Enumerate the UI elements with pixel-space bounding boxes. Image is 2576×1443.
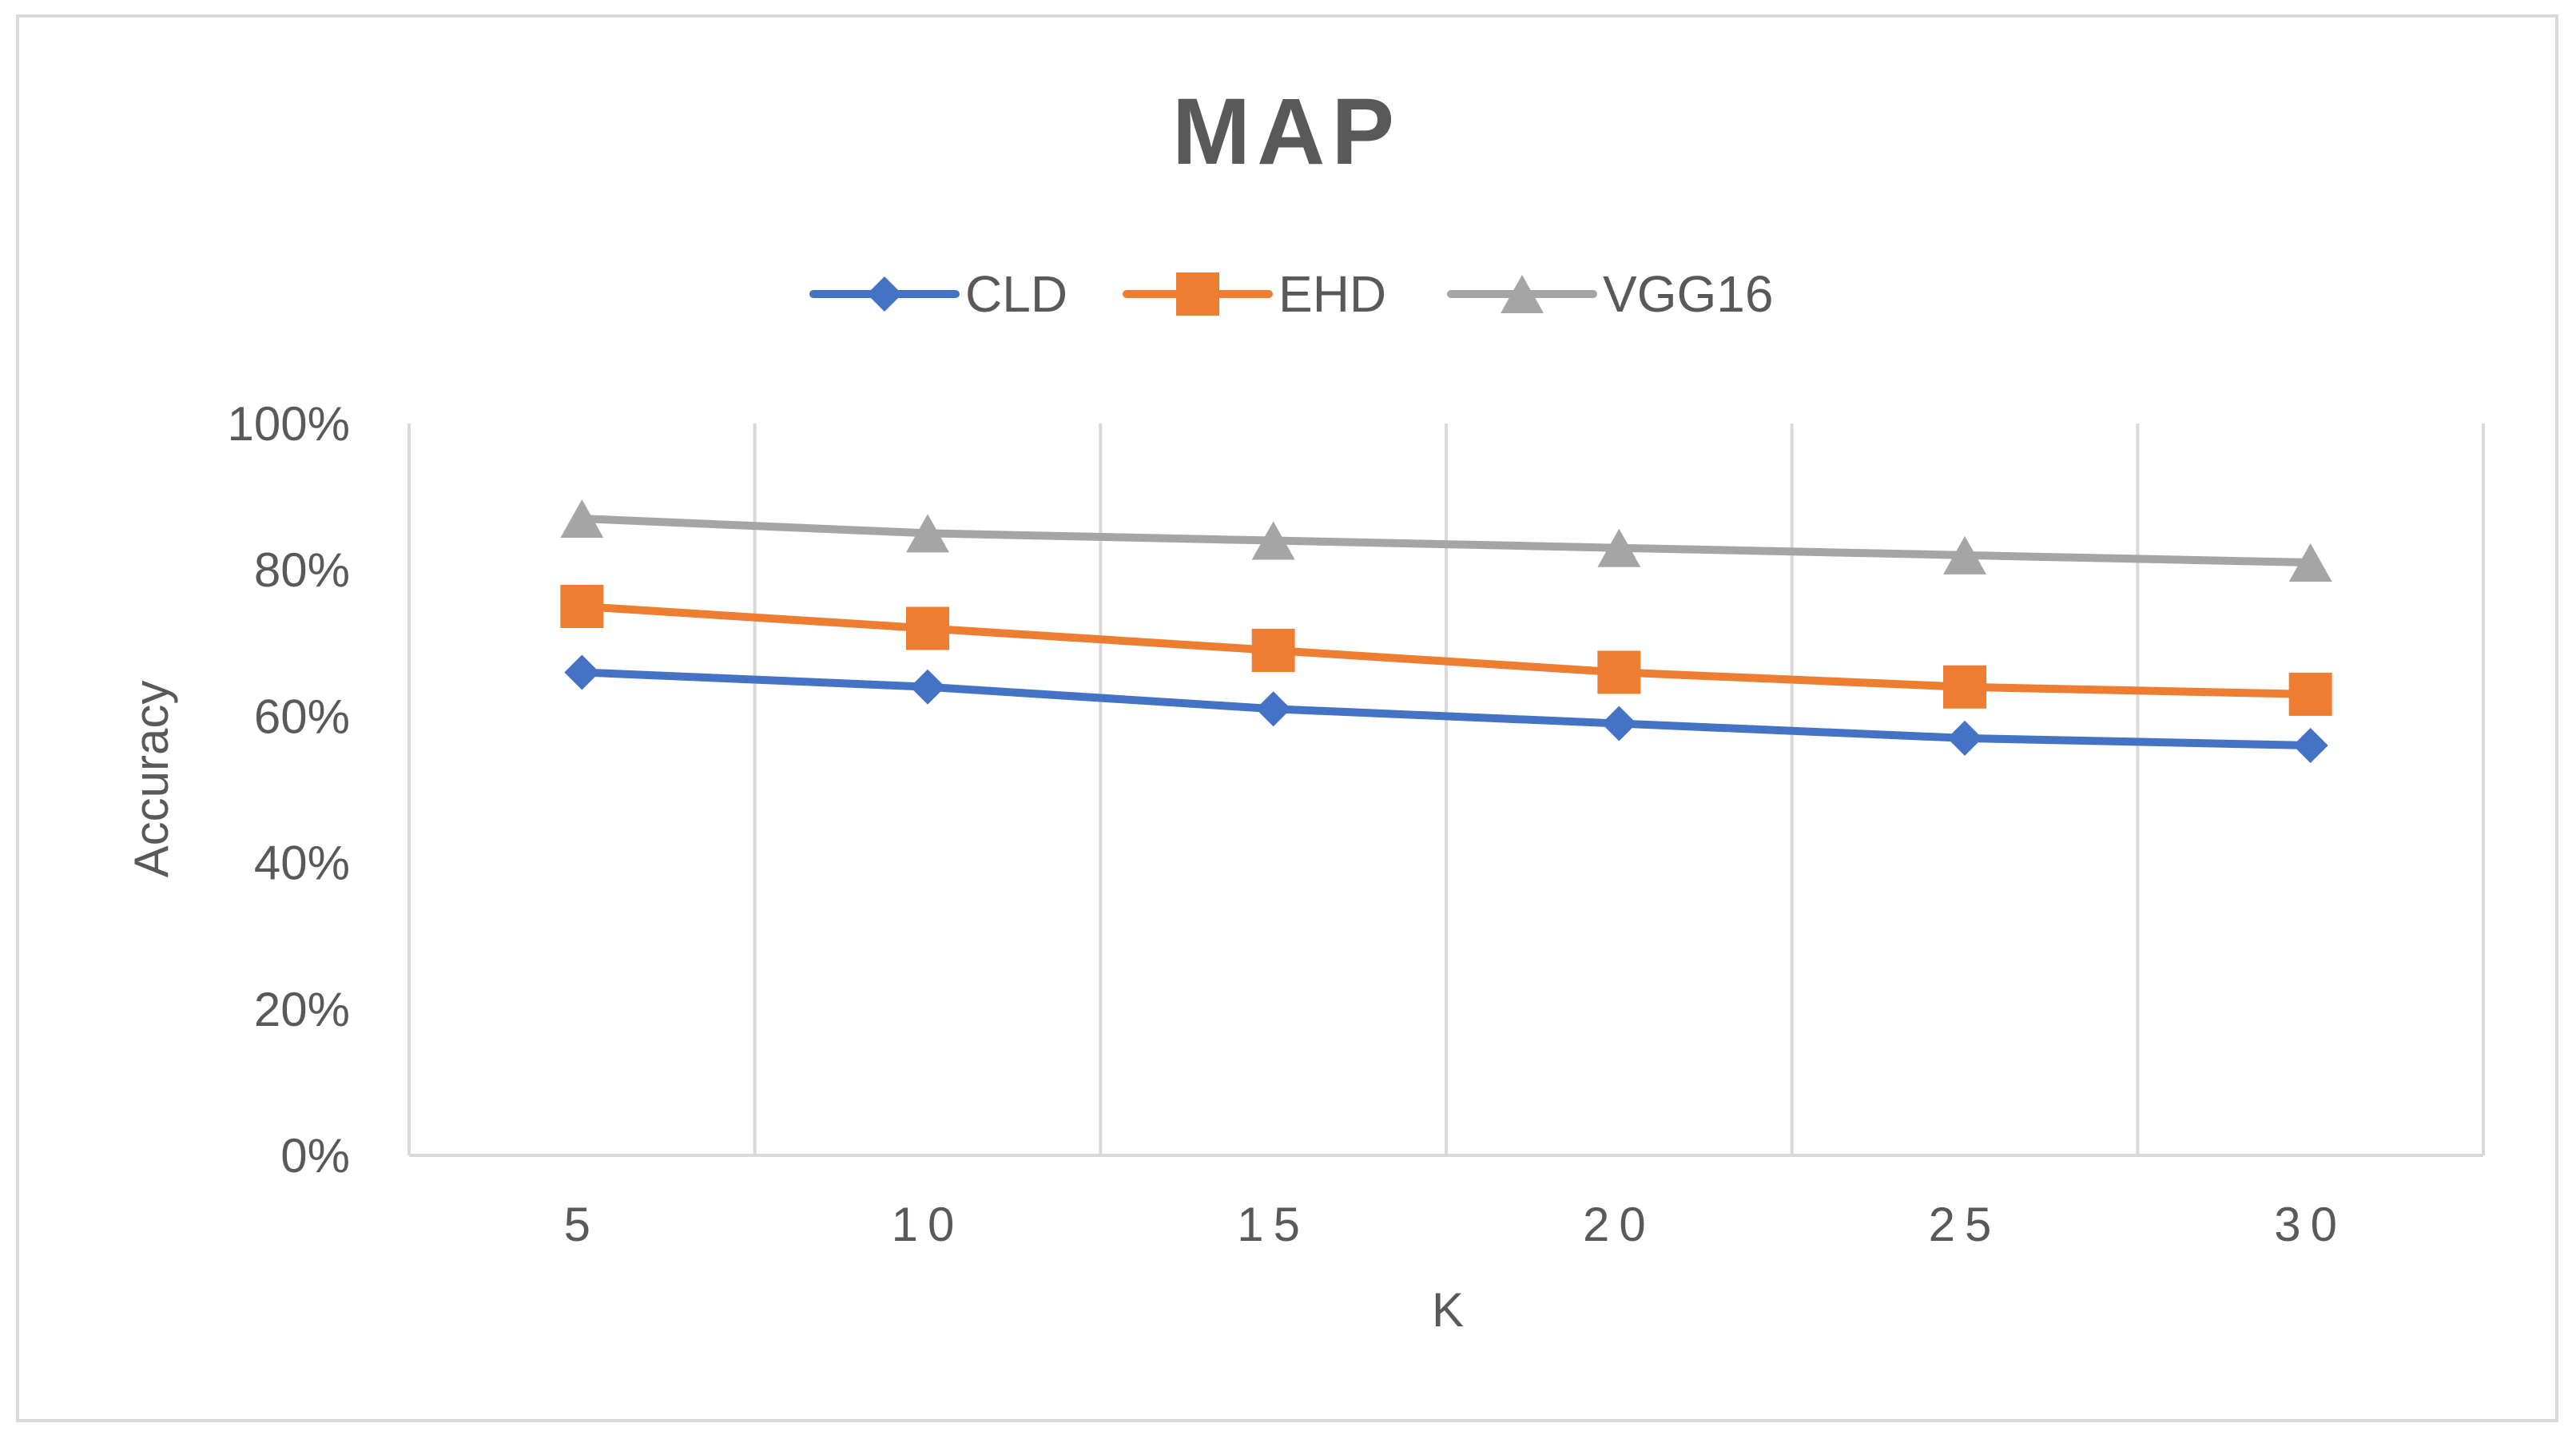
y-axis-ticks: 0% 20% 40% 60% 80% 100% — [228, 397, 350, 1183]
x-tick-label: 20 — [1583, 1198, 1656, 1251]
data-point-cld — [910, 669, 945, 705]
legend-label-ehd: EHD — [1278, 265, 1386, 323]
series-line-ehd — [578, 602, 2315, 698]
data-point-cld — [1601, 706, 1637, 741]
x-tick-label: 30 — [2274, 1198, 2347, 1251]
x-tick-label: 25 — [1929, 1198, 2002, 1251]
data-point-cld — [1255, 691, 1291, 727]
y-tick-label: 60% — [254, 690, 350, 743]
data-point-ehd — [1943, 665, 1986, 709]
legend-marker-ehd — [1176, 272, 1219, 316]
data-point-cld — [1947, 720, 1982, 756]
gridlines — [407, 423, 2485, 1155]
y-tick-label: 40% — [254, 837, 350, 890]
data-point-vgg16 — [1597, 528, 1641, 567]
legend-label-cld: CLD — [965, 265, 1067, 323]
data-point-vgg16 — [1943, 535, 1986, 574]
chart-title: MAP — [1172, 79, 1401, 185]
y-tick-label: 0% — [280, 1129, 350, 1183]
x-tick-label: 15 — [1237, 1198, 1310, 1251]
data-point-cld — [564, 654, 600, 690]
legend-marker-cld — [867, 276, 902, 312]
y-axis-title: Accuracy — [125, 681, 178, 878]
x-tick-label: 10 — [892, 1198, 964, 1251]
legend-marker-vgg16 — [1501, 275, 1544, 313]
x-tick-label: 5 — [564, 1198, 600, 1251]
data-point-ehd — [560, 585, 604, 628]
data-point-vgg16 — [560, 499, 604, 539]
series-markers — [560, 499, 2332, 764]
data-point-ehd — [906, 606, 949, 650]
series-lines — [578, 515, 2315, 750]
y-tick-label: 100% — [228, 397, 350, 451]
y-tick-label: 20% — [254, 983, 350, 1036]
data-point-vgg16 — [2288, 543, 2332, 582]
series-line-vgg16 — [578, 515, 2315, 567]
x-axis-title: K — [1432, 1283, 1464, 1337]
data-point-cld — [2292, 728, 2328, 764]
legend: CLD EHD VGG16 — [809, 265, 1773, 323]
data-point-ehd — [1251, 628, 1295, 672]
legend-label-vgg16: VGG16 — [1603, 265, 1773, 323]
data-point-vgg16 — [906, 514, 949, 553]
y-tick-label: 80% — [254, 543, 350, 597]
series-line-cld — [578, 668, 2315, 750]
data-point-ehd — [2288, 672, 2332, 716]
data-point-ehd — [1597, 650, 1641, 694]
x-axis-ticks: 5 10 15 20 25 30 — [564, 1198, 2347, 1251]
data-point-vgg16 — [1251, 521, 1295, 560]
chart-frame — [16, 14, 2558, 1422]
